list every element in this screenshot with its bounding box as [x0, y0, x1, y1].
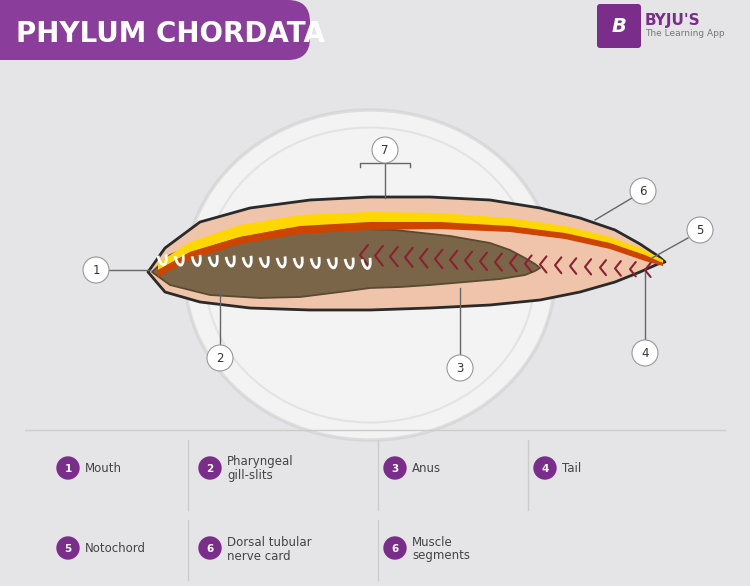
Circle shape: [199, 537, 221, 559]
Circle shape: [447, 355, 473, 381]
Text: 1: 1: [92, 264, 100, 277]
Text: segments: segments: [412, 550, 470, 563]
Text: Notochord: Notochord: [85, 542, 146, 555]
Text: The Learning App: The Learning App: [645, 29, 724, 39]
Circle shape: [57, 457, 79, 479]
Text: 1: 1: [64, 464, 72, 473]
Text: PHYLUM CHORDATA: PHYLUM CHORDATA: [16, 20, 325, 48]
Text: 2: 2: [206, 464, 214, 473]
Text: 3: 3: [456, 362, 464, 375]
Circle shape: [83, 257, 109, 283]
Text: nerve card: nerve card: [227, 550, 291, 563]
Bar: [0, 0, 30, 60]
Circle shape: [384, 457, 406, 479]
Circle shape: [630, 178, 656, 204]
Text: 4: 4: [542, 464, 549, 473]
Polygon shape: [148, 197, 665, 310]
Text: 6: 6: [206, 543, 214, 554]
Circle shape: [199, 457, 221, 479]
Text: Anus: Anus: [412, 462, 441, 475]
Text: Dorsal tubular: Dorsal tubular: [227, 536, 312, 548]
Circle shape: [372, 137, 398, 163]
Polygon shape: [158, 222, 663, 277]
Text: BYJU'S: BYJU'S: [645, 12, 700, 28]
Text: Muscle: Muscle: [412, 536, 453, 548]
Text: 4: 4: [641, 347, 649, 360]
Text: gill-slits: gill-slits: [227, 469, 273, 482]
Text: 3: 3: [392, 464, 399, 473]
Text: Tail: Tail: [562, 462, 581, 475]
Circle shape: [534, 457, 556, 479]
FancyBboxPatch shape: [597, 4, 641, 48]
Circle shape: [57, 537, 79, 559]
Circle shape: [384, 537, 406, 559]
Ellipse shape: [185, 110, 555, 440]
Polygon shape: [152, 228, 540, 298]
FancyBboxPatch shape: [0, 0, 310, 60]
Circle shape: [207, 345, 233, 371]
Text: 5: 5: [64, 543, 72, 554]
Text: 6: 6: [639, 185, 646, 198]
Circle shape: [632, 340, 658, 366]
Text: 6: 6: [392, 543, 399, 554]
Text: 2: 2: [216, 352, 223, 365]
Text: Mouth: Mouth: [85, 462, 122, 475]
Text: Pharyngeal: Pharyngeal: [227, 455, 294, 468]
Circle shape: [687, 217, 713, 243]
Text: 5: 5: [696, 224, 703, 237]
Text: 7: 7: [381, 144, 388, 157]
Polygon shape: [158, 212, 663, 270]
Text: B: B: [611, 18, 626, 36]
